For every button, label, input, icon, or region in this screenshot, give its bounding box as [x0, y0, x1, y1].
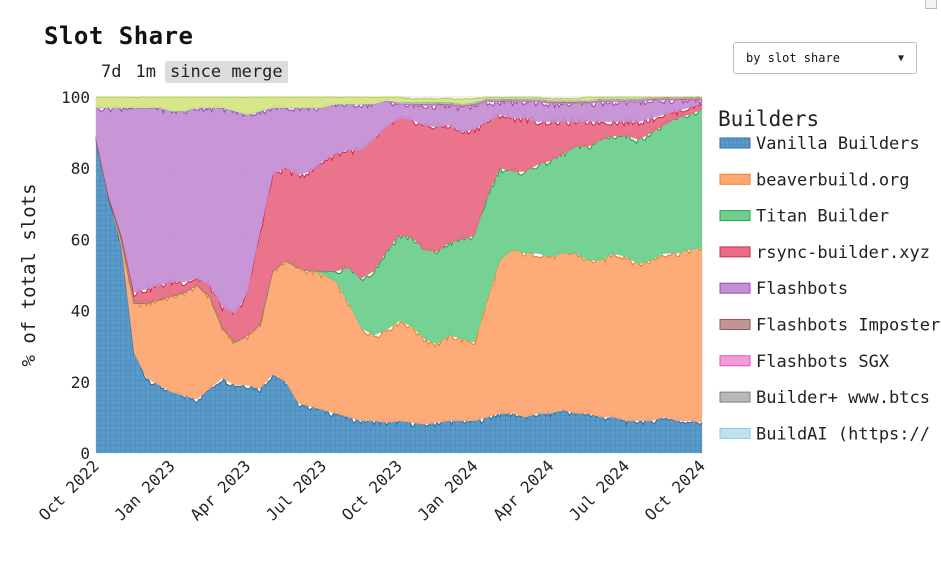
legend-label-builder-www-btcs[interactable]: Builder+ www.btcs [756, 388, 930, 408]
area-flashbots[interactable] [96, 97, 702, 315]
legend-label-flashbots-imposter[interactable]: Flashbots Imposter [756, 316, 940, 336]
range-tab-since-merge[interactable]: since merge [164, 61, 288, 83]
area-rsync-builder-xyz[interactable] [96, 103, 702, 343]
line-other [95, 96, 702, 100]
range-tab-7d[interactable]: 7d [101, 62, 122, 82]
plot-right-margin [703, 97, 717, 454]
legend-swatch-flashbots-sgx [719, 355, 751, 367]
y-axis-label: % of total slots [18, 183, 40, 366]
legend-swatch-flashbots [719, 282, 751, 294]
legend-swatch-titan-builder [719, 210, 751, 222]
y-tick-label: 40 [71, 302, 90, 321]
x-tick-label: Oct 2024 [641, 456, 709, 524]
legend-label-flashbots[interactable]: Flashbots [756, 279, 848, 299]
legend-swatch-buildai-https [719, 427, 751, 439]
y-tick-label: 0 [80, 444, 90, 463]
y-tick-label: 80 [71, 159, 90, 178]
legend-label-beaverbuild-org[interactable]: beaverbuild.org [756, 170, 910, 190]
x-tick-label: Jan 2023 [111, 456, 179, 524]
resize-handle-icon[interactable] [925, 0, 937, 9]
x-tick-label: Oct 2022 [35, 456, 103, 524]
sort-dropdown[interactable]: by slot share ▼ [733, 42, 917, 74]
x-tick-label: Apr 2023 [186, 456, 254, 524]
y-tick-label: 100 [61, 88, 90, 107]
range-tab-1m[interactable]: 1m [135, 62, 156, 82]
area-beaverbuild-org[interactable] [96, 139, 702, 425]
x-tick-label: Oct 2023 [338, 456, 406, 524]
y-tick-label: 60 [71, 230, 90, 249]
page-title: Slot Share [44, 22, 194, 50]
area-other[interactable] [96, 97, 702, 115]
y-tick-label: 20 [71, 373, 90, 392]
legend-label-buildai-https[interactable]: BuildAI (https:// [756, 424, 930, 444]
legend-swatch-rsync-builder-xyz [719, 246, 751, 258]
legend-swatch-beaverbuild-org [719, 173, 751, 185]
legend-swatch-flashbots-imposter [719, 319, 751, 330]
chevron-down-icon: ▼ [897, 52, 904, 64]
legend-swatch-vanilla-builders [719, 137, 751, 149]
legend-label-titan-builder[interactable]: Titan Builder [756, 207, 889, 227]
legend-swatch-builder-www-btcs [719, 391, 751, 403]
legend-title: Builders [718, 107, 819, 131]
x-tick-label: Jul 2023 [262, 456, 330, 524]
sort-dropdown-value: by slot share [746, 51, 840, 65]
x-tick-label: Jan 2024 [414, 456, 482, 524]
x-tick-label: Jul 2024 [565, 456, 633, 524]
time-range-tabs: 7d 1m since merge [96, 61, 288, 83]
legend-label-rsync-builder-xyz[interactable]: rsync-builder.xyz [756, 243, 930, 263]
x-tick-label: Apr 2024 [489, 456, 557, 524]
area-titan-builder[interactable] [96, 107, 702, 345]
legend-label-vanilla-builders[interactable]: Vanilla Builders [756, 134, 920, 154]
legend-label-flashbots-sgx[interactable]: Flashbots SGX [756, 352, 890, 372]
